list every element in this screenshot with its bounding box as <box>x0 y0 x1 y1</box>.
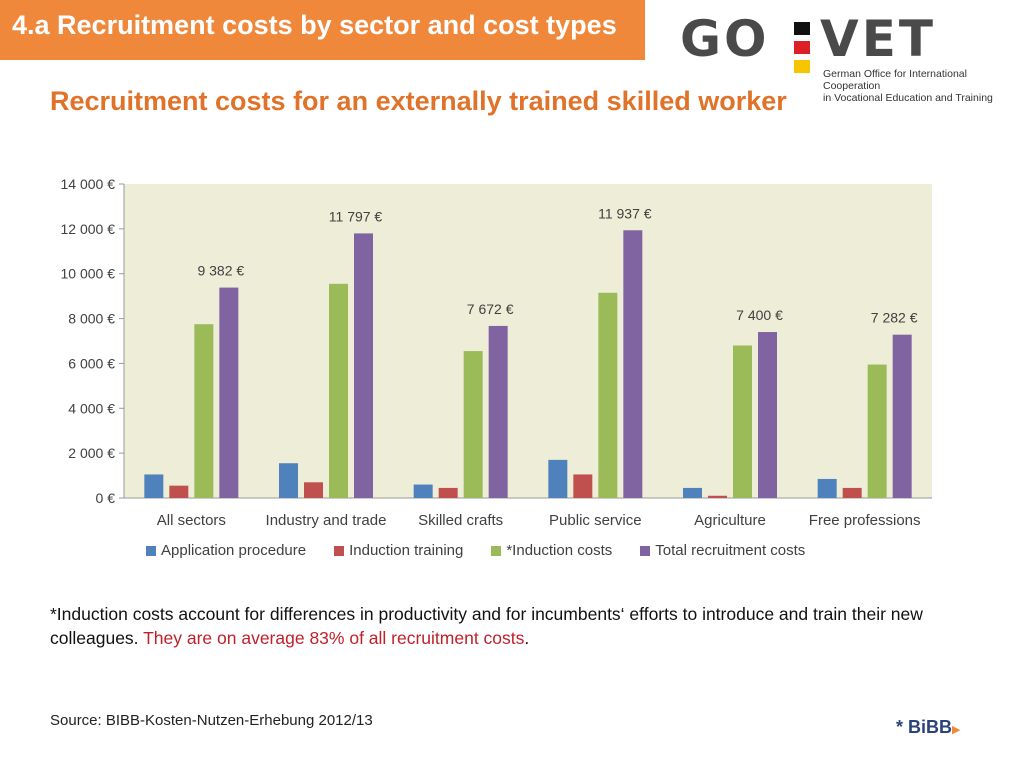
bar-1 <box>144 474 164 498</box>
legend-item: Application procedure <box>146 542 306 559</box>
logo-word-vet: VET <box>820 10 936 68</box>
legend-swatch <box>334 545 345 556</box>
bar-3 <box>463 351 483 498</box>
logo-tagline-line1: German Office for International Cooperat… <box>823 68 967 92</box>
y-tick-label: 0 € <box>96 490 116 506</box>
legend-swatch <box>491 545 502 556</box>
x-tick-label: Agriculture <box>694 512 766 529</box>
logo-word-go: GO <box>680 10 770 68</box>
logo-tagline: German Office for International Cooperat… <box>823 68 1023 104</box>
bar-4 <box>758 332 777 498</box>
legend-label: Total recruitment costs <box>655 542 806 559</box>
bar-3 <box>733 345 752 498</box>
bar-3 <box>329 283 348 498</box>
bar-1 <box>279 463 298 498</box>
legend-label: Induction training <box>349 542 464 559</box>
plot-area <box>124 184 932 498</box>
bar-2 <box>708 495 727 498</box>
bar-3 <box>867 364 887 498</box>
legend-label: *Induction costs <box>506 542 613 559</box>
data-label: 7 672 € <box>467 301 514 317</box>
bar-chart: 0 € 2 000 € 4 000 € 6 000 € 8 000 € 10 000 € 1… <box>61 176 932 529</box>
bar-1 <box>817 478 837 498</box>
x-tick-label: Free professions <box>809 512 921 529</box>
bibb-logo: * BiBB▶ <box>896 717 960 738</box>
bibb-triangle-icon: ▶ <box>952 724 961 736</box>
data-label: 7 282 € <box>871 310 918 326</box>
header-bar: 4.a Recruitment costs by sector and cost… <box>0 0 645 60</box>
bar-4 <box>219 287 239 498</box>
y-tick-label: 10 000 € <box>61 266 116 282</box>
bar-4 <box>623 230 643 498</box>
bar-4 <box>354 233 373 498</box>
chart-legend: Application procedure Induction training *… <box>146 542 805 559</box>
bar-1 <box>683 487 702 498</box>
y-tick-label: 4 000 € <box>68 400 115 416</box>
bar-2 <box>438 487 458 498</box>
footnote-text: *Induction costs account for differences… <box>50 604 923 648</box>
bar-1 <box>548 459 568 498</box>
logo-tagline-line2: in Vocational Education and Training <box>823 92 993 104</box>
y-tick-label: 14 000 € <box>61 176 116 192</box>
bar-2 <box>304 482 323 498</box>
data-label: 9 382 € <box>197 263 244 279</box>
legend-swatch <box>640 545 651 556</box>
data-label: 11 937 € <box>598 205 652 221</box>
legend-label: Application procedure <box>161 542 307 559</box>
bibb-logo-text: * BiBB <box>896 717 953 737</box>
german-flag-icon <box>794 22 810 77</box>
bar-3 <box>194 324 214 498</box>
y-tick-label: 6 000 € <box>68 355 115 371</box>
bar-4 <box>488 325 508 498</box>
bar-2 <box>169 485 189 498</box>
data-label: 7 400 € <box>736 307 783 323</box>
bar-1 <box>413 484 433 498</box>
x-tick-label: Public service <box>549 512 642 529</box>
y-tick-label: 8 000 € <box>68 311 115 327</box>
source-text: Source: BIBB-Kosten-Nutzen-Erhebung 2012… <box>50 712 373 729</box>
legend-swatch <box>146 545 156 556</box>
bar-2 <box>573 474 593 498</box>
slide-title: 4.a Recruitment costs by sector and cost… <box>12 10 617 40</box>
data-label: 11 797 € <box>329 208 383 224</box>
bar-3 <box>598 292 618 498</box>
bar-2 <box>842 487 862 498</box>
bar-4 <box>892 334 912 498</box>
legend-item: *Induction costs <box>491 542 612 559</box>
x-tick-label: Skilled crafts <box>418 512 503 529</box>
legend-item: Total recruitment costs <box>640 542 805 559</box>
y-tick-label: 12 000 € <box>61 221 116 237</box>
chart-heading: Recruitment costs for an externally trai… <box>50 86 787 116</box>
legend-item: Induction training <box>334 542 463 559</box>
footnote: *Induction costs account for differences… <box>50 602 990 650</box>
y-tick-label: 2 000 € <box>68 445 115 461</box>
x-tick-label: Industry and trade <box>266 512 387 529</box>
footnote-highlight: They are on average 83% of all recruitme… <box>143 628 525 648</box>
x-tick-label: All sectors <box>157 512 226 529</box>
footnote-end: . <box>524 628 530 648</box>
